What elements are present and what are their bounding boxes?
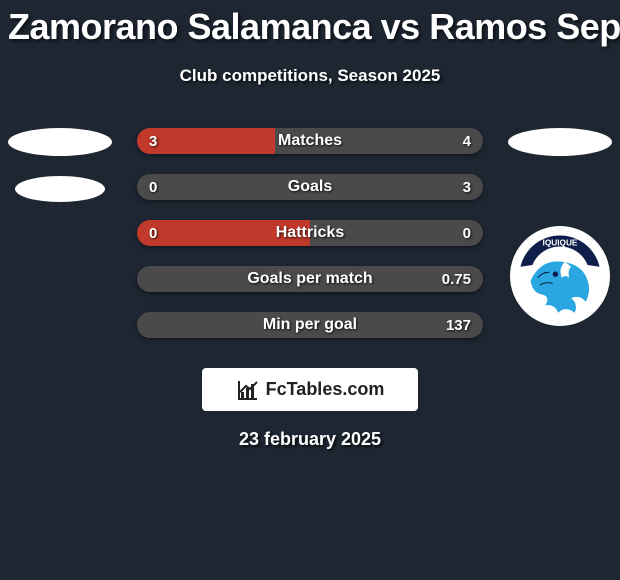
comparison-content: IQUIQUE Matches34 Goals03 Hattricks00 Goals… xyxy=(0,128,620,450)
stat-bar: Matches34 xyxy=(137,128,483,154)
page-title: Zamorano Salamanca vs Ramos SepÃºlveda xyxy=(0,0,620,48)
stat-bar-right-fill xyxy=(137,174,483,200)
club-badge-svg: IQUIQUE xyxy=(514,230,606,322)
stat-bar: Hattricks00 xyxy=(137,220,483,246)
club-badge-iquique: IQUIQUE xyxy=(510,226,610,326)
stat-bar: Goals03 xyxy=(137,174,483,200)
chart-icon xyxy=(236,378,260,402)
stat-bar-right-fill xyxy=(137,266,483,292)
site-logo-text: FcTables.com xyxy=(266,379,385,400)
stat-bar-right-fill xyxy=(275,128,483,154)
club-badge-text: IQUIQUE xyxy=(543,239,578,248)
stat-bar: Min per goal137 xyxy=(137,312,483,338)
left-badge-column xyxy=(0,128,120,202)
stat-bar-left-fill xyxy=(137,220,310,246)
left-ellipse-2 xyxy=(15,176,105,202)
stat-bar-left-fill xyxy=(137,128,275,154)
right-ellipse-1 xyxy=(508,128,612,156)
subtitle: Club competitions, Season 2025 xyxy=(0,66,620,86)
stat-bar-right-fill xyxy=(310,220,483,246)
site-logo[interactable]: FcTables.com xyxy=(202,368,418,411)
stat-bars: Matches34 Goals03 Hattricks00 Goals per mat… xyxy=(137,128,483,338)
stat-bar-right-fill xyxy=(137,312,483,338)
date-label: 23 february 2025 xyxy=(0,429,620,450)
stat-bar: Goals per match0.75 xyxy=(137,266,483,292)
left-ellipse-1 xyxy=(8,128,112,156)
right-badge-column: IQUIQUE xyxy=(500,128,620,326)
